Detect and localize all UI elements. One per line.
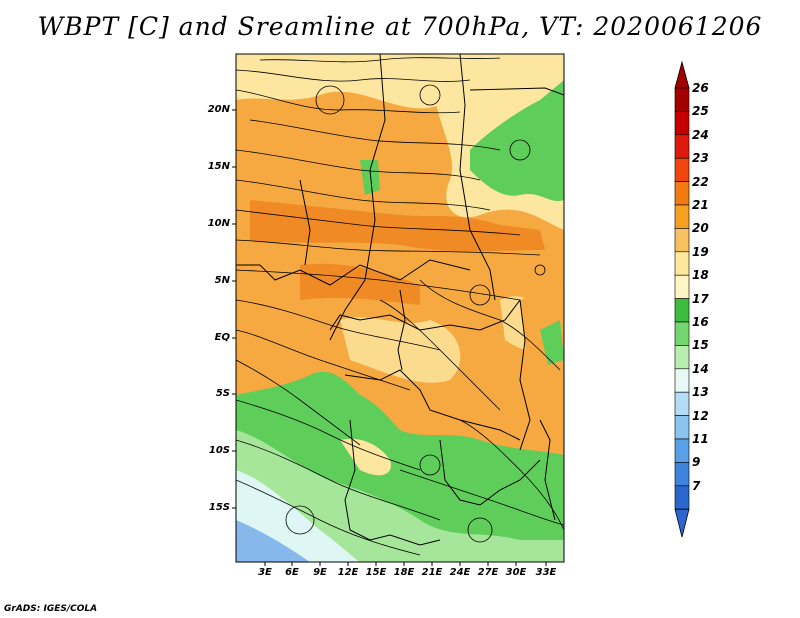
colorbar-swatch bbox=[674, 415, 690, 440]
lon-label-33e: 33E bbox=[535, 567, 557, 578]
colorbar-swatch bbox=[674, 368, 690, 393]
lon-label-21e: 21E bbox=[421, 567, 443, 578]
colorbar-top-arrow bbox=[674, 60, 690, 89]
lat-label-10s: 10S bbox=[208, 445, 230, 456]
lat-label-10n: 10N bbox=[207, 218, 230, 229]
colorbar-swatch bbox=[674, 391, 690, 416]
lat-label-5n: 5N bbox=[214, 275, 230, 286]
colorbar-label: 12 bbox=[692, 408, 709, 423]
field-deep-orange-band bbox=[250, 200, 545, 252]
colorbar-label: 26 bbox=[692, 81, 709, 95]
chart-title: WBPT [C] and Sreamline at 700hPa, VT: 20… bbox=[37, 12, 763, 41]
colorbar-label: 15 bbox=[692, 338, 709, 353]
colorbar-label: 22 bbox=[692, 174, 709, 189]
colorbar-label: 7 bbox=[692, 478, 701, 493]
colorbar-swatch bbox=[674, 87, 690, 112]
lon-label-9e: 9E bbox=[313, 567, 327, 578]
colorbar-swatch bbox=[674, 204, 690, 229]
colorbar-label: 17 bbox=[692, 291, 709, 306]
lon-label-27e: 27E bbox=[477, 567, 499, 578]
colorbar-swatch bbox=[674, 157, 690, 182]
lon-label-3e: 3E bbox=[258, 567, 272, 578]
colorbar-swatch bbox=[674, 228, 690, 253]
colorbar-swatch bbox=[674, 181, 690, 206]
colorbar-label: 20 bbox=[692, 221, 709, 236]
lon-label-30e: 30E bbox=[505, 567, 527, 578]
lat-label-20n: 20N bbox=[207, 104, 230, 115]
colorbar-label: 24 bbox=[692, 127, 709, 142]
field-east-orange bbox=[520, 280, 564, 420]
axis-ticks bbox=[232, 109, 547, 566]
colorbar bbox=[674, 60, 690, 538]
lon-label-18e: 18E bbox=[393, 567, 415, 578]
colorbar-swatch bbox=[674, 321, 690, 346]
field-deep-orange-band-2 bbox=[300, 263, 420, 305]
colorbar-label: 25 bbox=[692, 104, 709, 119]
colorbar-swatch bbox=[674, 134, 690, 159]
colorbar-label: 9 bbox=[692, 455, 701, 470]
colorbar-swatch bbox=[674, 485, 690, 510]
colorbar-swatch bbox=[674, 438, 690, 463]
lat-label-15s: 15S bbox=[208, 502, 230, 513]
country-borders bbox=[236, 54, 564, 546]
lat-label-5s: 5S bbox=[215, 388, 230, 399]
colorbar-label: 23 bbox=[692, 151, 709, 166]
lon-label-15e: 15E bbox=[365, 567, 387, 578]
field-east-green bbox=[540, 320, 564, 365]
colorbar-swatch bbox=[674, 462, 690, 487]
colorbar-swatch bbox=[674, 274, 690, 299]
lon-label-24e: 24E bbox=[449, 567, 471, 578]
lat-label-15n: 15N bbox=[207, 161, 230, 172]
colorbar-bottom-arrow bbox=[674, 508, 690, 538]
grads-credit: GrADS: IGES/COLA bbox=[4, 604, 98, 614]
map-plot-area bbox=[236, 54, 564, 562]
field-green-patch bbox=[360, 160, 380, 195]
colorbar-swatch bbox=[674, 111, 690, 136]
colorbar-label: 16 bbox=[692, 315, 709, 329]
colorbar-label: 11 bbox=[692, 432, 709, 446]
lon-label-12e: 12E bbox=[337, 567, 359, 578]
colorbar-swatch bbox=[674, 298, 690, 323]
colorbar-label: 14 bbox=[692, 361, 709, 376]
colorbar-label: 21 bbox=[692, 198, 709, 212]
colorbar-swatch bbox=[674, 345, 690, 370]
field-southwest-blue bbox=[236, 520, 310, 562]
lat-label-eq: EQ bbox=[214, 332, 230, 343]
lon-label-6e: 6E bbox=[285, 567, 299, 578]
colorbar-label: 13 bbox=[692, 385, 709, 400]
colorbar-swatch bbox=[674, 251, 690, 276]
map-frame bbox=[235, 53, 565, 563]
colorbar-label: 19 bbox=[692, 244, 709, 259]
field-central-yellow bbox=[340, 317, 461, 383]
colorbar-label: 18 bbox=[692, 268, 709, 283]
